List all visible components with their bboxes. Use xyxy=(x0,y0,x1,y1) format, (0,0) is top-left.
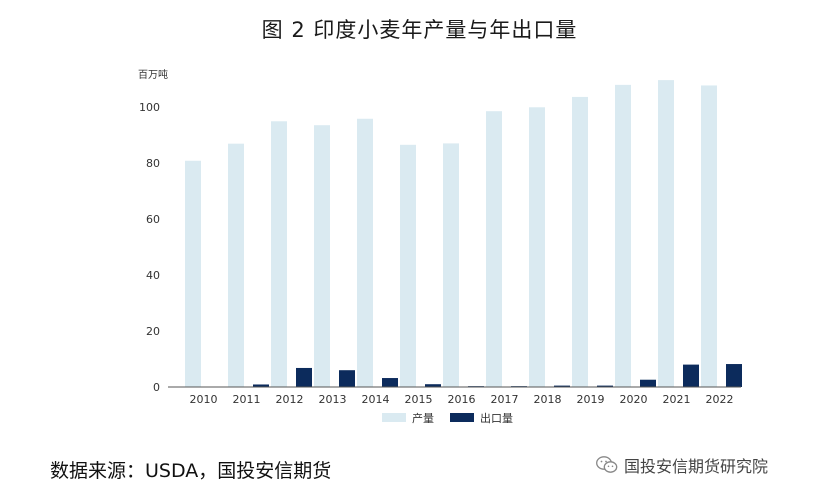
bar-production xyxy=(486,111,502,387)
y-tick-label: 60 xyxy=(146,213,160,226)
y-tick-label: 20 xyxy=(146,325,160,338)
bar-export xyxy=(382,378,398,387)
x-tick-label: 2016 xyxy=(448,393,476,406)
bar-production xyxy=(271,121,287,387)
watermark: 国投安信期货研究院 xyxy=(596,453,768,477)
y-tick-label: 80 xyxy=(146,157,160,170)
bar-export xyxy=(726,364,742,387)
wechat-icon xyxy=(596,456,618,473)
x-tick-label: 2011 xyxy=(233,393,261,406)
legend-label-export: 出口量 xyxy=(480,411,513,425)
x-tick-label: 2019 xyxy=(577,393,605,406)
x-tick-label: 2012 xyxy=(276,393,304,406)
x-tick-label: 2020 xyxy=(620,393,648,406)
chart-title: 图 2 印度小麦年产量与年出口量 xyxy=(261,18,578,42)
x-tick-label: 2022 xyxy=(706,393,734,406)
x-tick-label: 2010 xyxy=(190,393,218,406)
data-source: 数据来源：USDA，国投安信期货 xyxy=(50,460,332,482)
legend-swatch-export xyxy=(450,413,474,422)
bar-production xyxy=(400,144,416,387)
bar-export xyxy=(425,384,441,387)
y-tick-label: 40 xyxy=(146,269,160,282)
x-tick-label: 2015 xyxy=(405,393,433,406)
bar-export xyxy=(597,385,613,387)
bar-production xyxy=(658,80,674,388)
bar-production xyxy=(443,143,459,387)
bar-production xyxy=(615,84,631,387)
y-tick-label: 0 xyxy=(153,381,160,394)
bar-export xyxy=(640,379,656,387)
y-unit-label: 百万吨 xyxy=(138,68,168,81)
bar-export xyxy=(683,364,699,387)
bar-export xyxy=(253,384,269,387)
legend-label-production: 产量 xyxy=(412,411,434,425)
x-tick-label: 2013 xyxy=(319,393,347,406)
bar-production xyxy=(572,96,588,388)
bar-production xyxy=(701,85,717,387)
bar-production xyxy=(529,107,545,387)
bar-export xyxy=(554,385,570,387)
bar-export xyxy=(296,367,312,387)
bar-production xyxy=(228,143,244,387)
bar-production xyxy=(314,125,330,387)
x-tick-label: 2018 xyxy=(534,393,562,406)
x-tick-label: 2021 xyxy=(663,393,691,406)
y-tick-label: 100 xyxy=(139,101,160,114)
watermark-text: 国投安信期货研究院 xyxy=(624,457,769,476)
bar-production xyxy=(357,118,373,387)
bar-export xyxy=(339,370,355,387)
legend-swatch-production xyxy=(382,413,406,422)
x-tick-label: 2017 xyxy=(491,393,519,406)
bar-production xyxy=(185,160,201,387)
x-tick-label: 2014 xyxy=(362,393,390,406)
